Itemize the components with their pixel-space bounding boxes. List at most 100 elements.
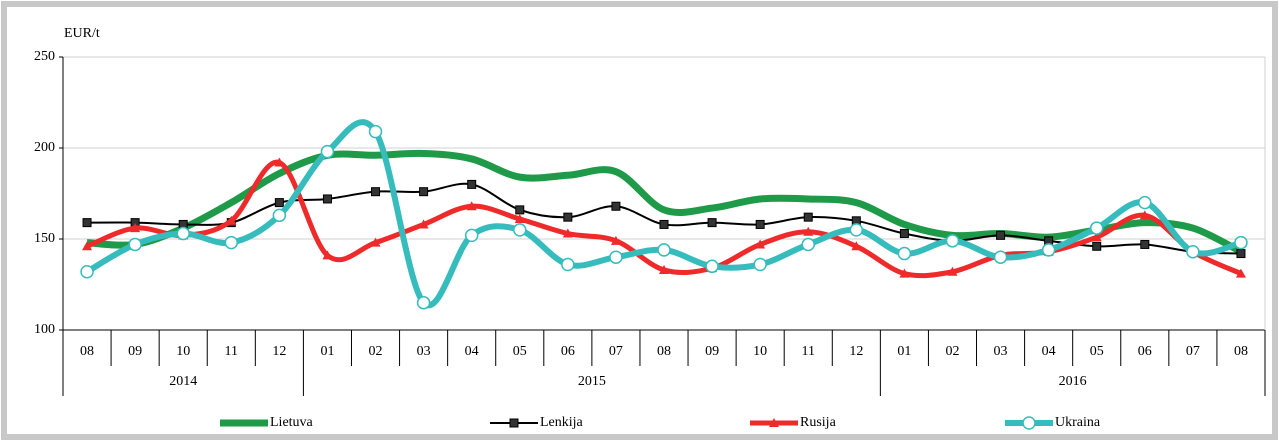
point: [1041, 243, 1056, 257]
y-tick-label: 250: [34, 49, 55, 64]
point: [514, 213, 525, 223]
point: [1138, 195, 1152, 210]
x-tick-label: 09: [705, 344, 719, 359]
x-tick-label: 08: [1234, 344, 1248, 359]
point: [563, 212, 573, 222]
y-tick-label: 100: [34, 322, 55, 337]
point: [513, 223, 527, 237]
point: [322, 194, 332, 204]
point: [609, 250, 623, 264]
point: [705, 259, 719, 274]
x-tick-label: 04: [1042, 344, 1056, 359]
point: [1089, 221, 1104, 235]
point: [611, 201, 621, 211]
point: [418, 219, 429, 229]
x-tick-label: 02: [369, 344, 383, 359]
point: [320, 144, 335, 159]
point: [1139, 210, 1150, 220]
y-axis-label: EUR/t: [64, 26, 100, 41]
point: [466, 201, 477, 211]
point: [515, 205, 525, 215]
point: [1236, 249, 1246, 259]
x-tick-label: 07: [1186, 344, 1200, 359]
point: [803, 212, 813, 222]
x-tick-label: 03: [994, 344, 1008, 359]
point: [464, 228, 479, 243]
x-tick-label: 03: [417, 344, 431, 359]
point: [416, 295, 431, 310]
x-tick-label: 12: [272, 344, 286, 359]
point: [128, 237, 142, 252]
point: [176, 226, 190, 241]
x-tick-label: 10: [753, 344, 767, 359]
point: [371, 187, 381, 197]
point: [657, 243, 671, 257]
x-tick-label: 12: [849, 344, 863, 359]
point: [801, 237, 815, 252]
point: [274, 157, 285, 167]
x-tick-label: 05: [513, 344, 527, 359]
point: [82, 218, 92, 228]
x-tick-label: 08: [657, 344, 671, 359]
legend-marker: [509, 418, 519, 428]
point: [899, 229, 909, 239]
legend-label: Rusija: [800, 415, 837, 430]
x-tick-label: 05: [1090, 344, 1104, 359]
series-line: [86, 149, 1243, 255]
y-tick-label: 200: [34, 140, 55, 155]
point: [370, 237, 381, 247]
point: [1091, 232, 1102, 242]
point: [272, 208, 287, 223]
x-tick-label: 10: [176, 344, 190, 359]
point: [993, 250, 1008, 264]
point: [561, 257, 575, 272]
point: [897, 246, 912, 261]
x-tick-label: 06: [1138, 344, 1152, 359]
x-tick-label: 07: [609, 344, 623, 359]
point: [755, 219, 765, 229]
x-tick-label: 11: [801, 344, 814, 359]
x-tick-label: 01: [320, 344, 334, 359]
point: [755, 239, 766, 249]
point: [707, 218, 717, 228]
point: [753, 257, 767, 272]
point: [851, 241, 862, 251]
point: [130, 223, 141, 233]
x-tick-label: 08: [80, 344, 94, 359]
point: [368, 124, 383, 139]
point: [1186, 244, 1200, 259]
point: [947, 266, 958, 276]
legend-label: Lietuva: [270, 415, 314, 430]
point: [82, 241, 93, 251]
point: [899, 268, 910, 278]
series-line: [85, 119, 1242, 309]
year-label: 2014: [169, 374, 197, 389]
point: [224, 235, 239, 250]
point: [945, 234, 960, 248]
x-tick-label: 06: [561, 344, 575, 359]
point: [80, 265, 94, 279]
point: [610, 235, 621, 245]
legend-marker: [1022, 416, 1036, 430]
year-label: 2015: [578, 374, 606, 389]
point: [419, 187, 429, 197]
x-tick-label: 09: [128, 344, 142, 359]
point: [1092, 241, 1102, 251]
x-tick-label: 04: [465, 344, 479, 359]
y-tick-label: 150: [34, 231, 55, 246]
legend-label: Ukraina: [1055, 415, 1101, 430]
point: [226, 215, 237, 225]
point: [274, 198, 284, 208]
year-label: 2016: [1059, 374, 1087, 389]
legend-label: Lenkija: [540, 415, 584, 430]
point: [659, 219, 669, 229]
x-tick-label: 02: [945, 344, 959, 359]
x-tick-label: 01: [897, 344, 911, 359]
series-line: [86, 159, 1242, 279]
point: [996, 230, 1006, 240]
point: [803, 226, 814, 236]
point: [659, 264, 669, 274]
point: [562, 228, 573, 238]
